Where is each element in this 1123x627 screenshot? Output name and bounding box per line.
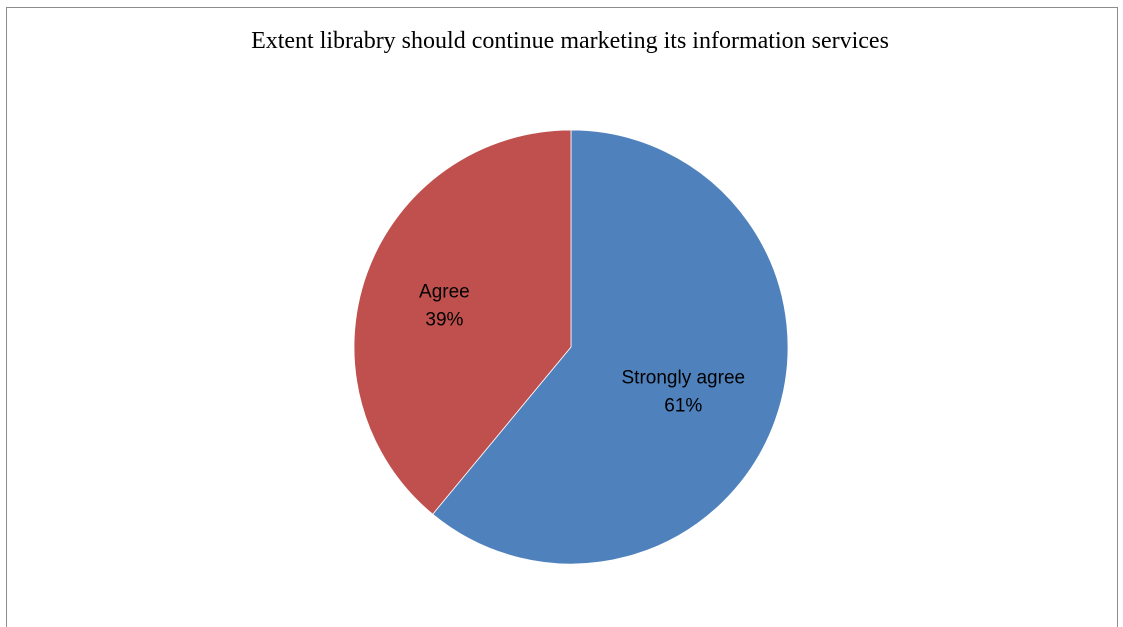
pie-slice-agree [353,129,572,515]
chart-title: Extent librabry should continue marketin… [251,28,889,54]
data-label-category: Agree [419,281,470,302]
pie-slice-strongly-agree [432,129,789,565]
data-label-percent: 61% [664,395,702,416]
data-label-agree: Agree 39% [419,281,470,330]
data-label-category: Strongly agree [622,367,746,388]
pie-slices [353,129,789,565]
data-label-strongly-agree: Strongly agree 61% [622,367,746,416]
pie-labels: Strongly agree 61% Agree 39% [419,281,745,416]
data-label-percent: 39% [425,309,463,330]
